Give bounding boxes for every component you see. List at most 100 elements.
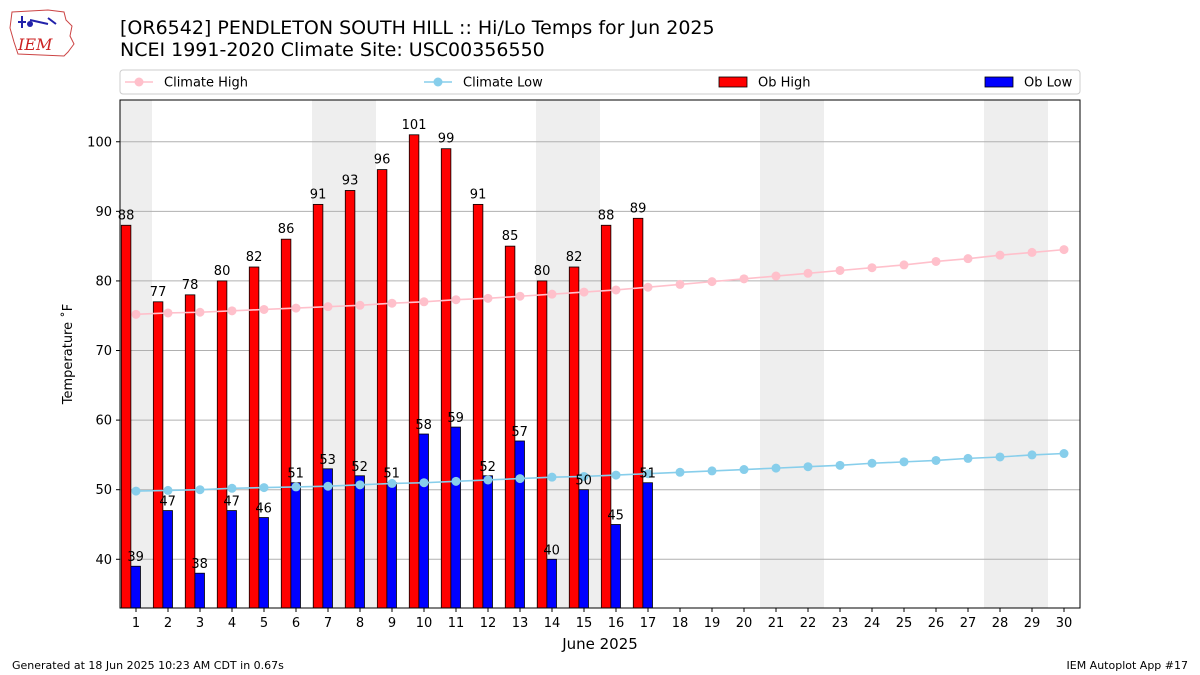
ob-high-bar-5 [248,266,260,609]
ob-high-bar-10 [408,134,420,609]
ob-low-bar-4 [226,510,237,609]
ob-high-bar-7 [312,203,324,609]
ob-low-bar-5 [258,517,269,609]
xtick-label-7: 7 [324,616,332,631]
ob-high-label-15: 82 [566,250,583,265]
climate-high-point-5 [259,304,269,314]
ob-high-bar-11 [440,148,452,609]
legend-label-ob-high: Ob High [758,76,811,91]
xtick-label-10: 10 [416,616,433,631]
climate-low-point-24 [867,458,877,468]
xtick-label-6: 6 [292,616,300,631]
climate-high-point-1 [131,309,141,319]
xtick-label-5: 5 [260,616,268,631]
xtick-label-14: 14 [544,616,561,631]
xtick-label-18: 18 [672,616,689,631]
ob-low-label-10: 58 [415,418,432,433]
ob-high-bar-17 [632,217,644,609]
climate-low-point-25 [899,457,909,467]
ob-low-bar-2 [162,510,173,609]
climate-high-point-26 [931,256,941,266]
climate-high-point-12 [483,293,493,303]
xtick-label-24: 24 [864,616,881,631]
climate-high-point-17 [643,282,653,292]
ob-low-label-15: 50 [575,474,592,489]
ob-low-bar-14 [546,558,557,609]
ytick-label-40: 40 [95,553,112,568]
climate-high-point-25 [899,260,909,270]
climate-high-point-9 [387,298,397,308]
x-axis-title: June 2025 [561,635,638,653]
ob-high-label-13: 85 [502,229,519,244]
ob-high-label-9: 96 [374,153,391,168]
climate-high-point-16 [611,285,621,295]
ob-high-bar-15 [568,266,580,609]
ob-low-label-4: 47 [223,495,240,510]
legend: Climate High Climate Low Ob High Ob Low [119,69,1081,95]
climate-low-point-18 [675,467,685,477]
ytick-label-70: 70 [95,344,112,359]
legend-box [119,69,1081,95]
ob-low-label-8: 52 [351,460,368,475]
climate-high-point-28 [995,250,1005,260]
ob-low-label-5: 46 [255,502,272,517]
climate-high-point-19 [707,277,717,287]
climate-low-point-27 [963,453,973,463]
legend-label-climate-low: Climate Low [463,76,543,91]
climate-high-point-20 [739,274,749,284]
climate-low-point-8 [355,480,365,490]
climate-high-point-3 [195,307,205,317]
ob-low-label-3: 38 [191,557,208,572]
ob-high-label-1: 88 [118,208,135,223]
climate-low-point-16 [611,470,621,480]
ytick-label-80: 80 [95,274,112,289]
climate-high-point-21 [771,271,781,281]
climate-low-point-29 [1027,450,1037,460]
xtick-label-16: 16 [608,616,625,631]
climate-low-point-19 [707,466,717,476]
ob-high-label-2: 77 [150,285,167,300]
ob-low-label-6: 51 [287,467,304,482]
ob-high-bar-12 [472,203,484,609]
xtick-label-17: 17 [640,616,657,631]
climate-lines [131,245,1069,496]
climate-high-point-14 [547,289,557,299]
climate-high-point-6 [291,303,301,313]
ob-high-label-17: 89 [630,201,647,216]
xtick-label-23: 23 [832,616,849,631]
legend-swatch-ob-high [718,76,748,88]
ob-low-label-14: 40 [543,543,560,558]
ob-high-label-12: 91 [470,187,487,202]
legend-swatch-marker-climate-high [134,77,144,87]
climate-low-point-6 [291,482,301,492]
ob-high-label-4: 80 [214,264,231,279]
legend-swatch-marker-climate-low [433,77,443,87]
ob-low-label-16: 45 [607,508,624,523]
climate-low-point-28 [995,452,1005,462]
ob-low-bar-9 [386,482,397,609]
ob-high-label-14: 80 [534,264,551,279]
grid-lines [120,141,1080,560]
xtick-label-25: 25 [896,616,913,631]
climate-high-line [135,248,1065,316]
xtick-label-26: 26 [928,616,945,631]
legend-label-climate-high: Climate High [164,76,248,91]
ytick-label-90: 90 [95,205,112,220]
ob-low-label-13: 57 [511,425,528,440]
chart-title-line1: [OR6542] PENDLETON SOUTH HILL :: Hi/Lo T… [120,17,715,39]
climate-low-point-10 [419,478,429,488]
climate-low-point-7 [323,481,333,491]
climate-high-point-27 [963,254,973,264]
climate-low-point-9 [387,478,397,488]
ob-high-bar-16 [600,224,612,609]
ob-low-bar-11 [450,426,461,609]
xtick-label-3: 3 [196,616,204,631]
ob-low-bar-13 [514,440,525,609]
xtick-label-1: 1 [132,616,140,631]
ob-high-label-11: 99 [438,132,455,147]
ob-high-label-3: 78 [182,278,199,293]
ob-low-bar-10 [418,433,429,609]
ob-high-bar-6 [280,238,292,609]
ytick-label-100: 100 [87,135,112,150]
